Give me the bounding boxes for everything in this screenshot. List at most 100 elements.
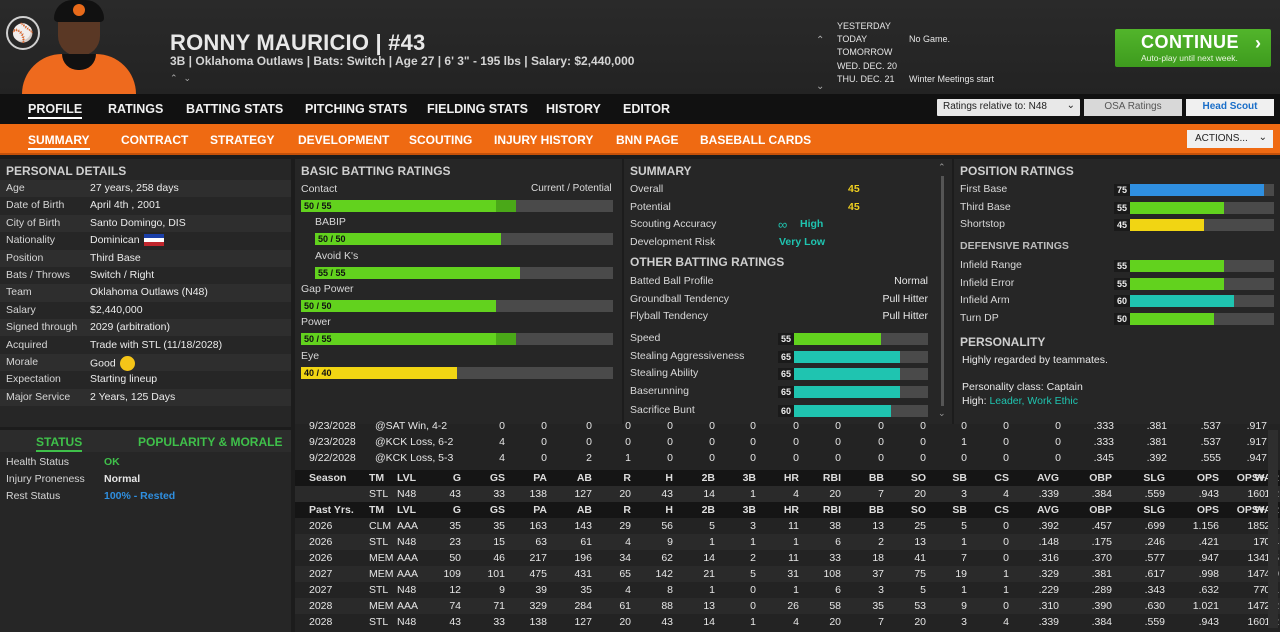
stats-cell: .229 xyxy=(1038,584,1059,596)
stats-column-header[interactable]: OBP xyxy=(1089,472,1112,484)
status-row: Rest Status 100% - Rested xyxy=(0,488,291,505)
stats-column-header[interactable]: H xyxy=(665,472,673,484)
calendar-date[interactable]: YESTERDAY xyxy=(837,21,891,31)
actions-button[interactable]: ACTIONS... ⌄ xyxy=(1187,130,1273,148)
stats-column-header[interactable]: BB xyxy=(868,472,884,484)
tab-summary[interactable]: SUMMARY xyxy=(28,133,90,150)
tab-ratings[interactable]: RATINGS xyxy=(108,102,164,116)
stats-column-header[interactable]: R xyxy=(623,504,631,516)
stats-column-header[interactable]: GS xyxy=(489,472,505,484)
stats-column-header[interactable]: 2B xyxy=(701,472,715,484)
stats-column-header[interactable]: AVG xyxy=(1037,472,1059,484)
calendar-date[interactable]: TOMORROW xyxy=(837,47,893,58)
stats-column-header[interactable]: HR xyxy=(783,504,799,516)
rating-value-label: 65 xyxy=(778,385,795,398)
stats-cell: 25 xyxy=(914,520,926,532)
stats-column-header[interactable]: G xyxy=(452,472,461,484)
tab-history[interactable]: HISTORY xyxy=(546,102,601,116)
stats-column-header[interactable]: BB xyxy=(868,504,884,516)
stats-column-header[interactable]: PA xyxy=(533,472,547,484)
stats-scrollbar[interactable] xyxy=(1268,430,1278,628)
stats-cell: .339 xyxy=(1038,616,1059,628)
game-log-row[interactable]: 9/22/2028 @KCK Loss, 5-3 4 0 2 1 0 0 0 0 0 0 0 0 0 0 .34… xyxy=(295,450,1280,466)
stats-column-header[interactable]: SLG xyxy=(1143,472,1165,484)
summary-scrollbar[interactable]: ⌃ ⌄ xyxy=(938,162,946,418)
tab-batting-stats[interactable]: BATTING STATS xyxy=(186,102,284,116)
stats-cell: 1 xyxy=(1003,584,1009,596)
tab-status[interactable]: STATUS xyxy=(36,435,83,452)
tab-scouting[interactable]: SCOUTING xyxy=(409,133,473,147)
baseball-logo-icon[interactable]: ⚾ xyxy=(6,16,40,50)
stats-column-header[interactable]: CS xyxy=(994,504,1009,516)
stats-column-header[interactable]: AB xyxy=(576,504,592,516)
tab-pitching-stats[interactable]: PITCHING STATS xyxy=(305,102,408,116)
detail-row: Morale Good xyxy=(0,354,291,372)
calendar-nav-arrows-icon[interactable]: ⌃ ⌄ xyxy=(816,35,825,92)
head-scout-button[interactable]: Head Scout xyxy=(1186,99,1274,116)
stats-column-header[interactable]: SB xyxy=(952,504,967,516)
tab-contract[interactable]: CONTRACT xyxy=(121,133,189,147)
stats-cell: 20 xyxy=(829,616,841,628)
stats-column-header[interactable]: RBI xyxy=(822,504,841,516)
stats-cell: 65 xyxy=(619,568,631,580)
stats-cell: 7 xyxy=(878,616,884,628)
stats-cell: .310 xyxy=(1038,600,1059,612)
stats-cell: 4 xyxy=(793,488,799,500)
game-log-row[interactable]: 9/23/2028 @KCK Loss, 6-2 4 0 0 0 0 0 0 0 0 0 0 1 0 0 .33… xyxy=(295,434,1280,450)
stats-column-header[interactable]: SO xyxy=(910,504,926,516)
position-rating-name: Infield Arm xyxy=(960,294,1010,306)
stats-column-header[interactable]: 2B xyxy=(701,504,715,516)
tab-strategy[interactable]: STRATEGY xyxy=(210,133,275,147)
stats-column-header[interactable]: OBP xyxy=(1089,504,1112,516)
tab-baseball-cards[interactable]: BASEBALL CARDS xyxy=(700,133,812,147)
stats-cell: .559 xyxy=(1144,488,1165,500)
stats-column-header[interactable]: PA xyxy=(533,504,547,516)
stats-header-cell: TM xyxy=(369,504,385,516)
stats-cell: 20 xyxy=(829,488,841,500)
detail-value: Trade with STL (11/18/2028) xyxy=(90,339,222,351)
stats-cell: 0 xyxy=(586,436,592,448)
stats-column-header[interactable]: 3B xyxy=(742,504,756,516)
stats-column-header[interactable]: OPS xyxy=(1196,504,1219,516)
stats-column-header[interactable]: GS xyxy=(489,504,505,516)
tab-injury-history[interactable]: INJURY HISTORY xyxy=(494,133,594,147)
stats-column-header[interactable]: SLG xyxy=(1143,504,1165,516)
stats-column-header[interactable]: R xyxy=(623,472,631,484)
calendar-date[interactable]: WED. DEC. 20 xyxy=(837,60,898,71)
stats-column-header[interactable]: 3B xyxy=(742,472,756,484)
tab-profile[interactable]: PROFILE xyxy=(28,102,83,119)
stats-column-header[interactable]: AVG xyxy=(1037,504,1059,516)
detail-label: Salary xyxy=(6,303,36,316)
stats-cell: .390 xyxy=(1091,600,1112,612)
stats-cell: 0 xyxy=(1003,452,1009,464)
tab-bnn-page[interactable]: BNN PAGE xyxy=(616,133,679,147)
stats-column-header[interactable]: HR xyxy=(783,472,799,484)
game-log-row[interactable]: 9/23/2028 @SAT Win, 4-2 0 0 0 0 0 0 0 0 0 0 0 0 0 0 .333… xyxy=(295,418,1280,434)
stats-cell: 71 xyxy=(493,600,505,612)
stats-column-header[interactable]: OPS+ xyxy=(1236,472,1265,484)
detail-label: Bats / Throws xyxy=(6,269,70,281)
stats-column-header[interactable]: RBI xyxy=(822,472,841,484)
player-nav-arrows-icon[interactable]: ⌃⌄ xyxy=(170,73,198,83)
tab-fielding-stats[interactable]: FIELDING STATS xyxy=(427,102,528,116)
stats-cell: 147 xyxy=(1247,600,1265,612)
osa-ratings-button[interactable]: OSA Ratings xyxy=(1084,99,1182,116)
stats-column-header[interactable]: OPS xyxy=(1196,472,1219,484)
ratings-relative-select[interactable]: Ratings relative to: N48 ⌄ xyxy=(937,99,1080,116)
stats-cell: 109 xyxy=(443,568,461,580)
stats-column-header[interactable]: G xyxy=(452,504,461,516)
stats-cell: 0 xyxy=(961,420,967,432)
stats-column-header[interactable]: SO xyxy=(910,472,926,484)
tab-popularity-morale[interactable]: POPULARITY & MORALE xyxy=(138,435,283,449)
stats-column-header[interactable]: OPS+ xyxy=(1236,504,1265,516)
stats-column-header[interactable]: AB xyxy=(576,472,592,484)
continue-button[interactable]: CONTINUE › Auto-play until next week. xyxy=(1115,29,1271,67)
stats-column-header[interactable]: H xyxy=(665,504,673,516)
stats-column-header[interactable]: SB xyxy=(952,472,967,484)
stats-column-header[interactable]: CS xyxy=(994,472,1009,484)
calendar-date[interactable]: THU. DEC. 21 xyxy=(837,73,895,84)
calendar-date[interactable]: TODAY xyxy=(837,34,868,45)
tab-development[interactable]: DEVELOPMENT xyxy=(298,133,390,147)
detail-label: Nationality xyxy=(6,234,56,247)
tab-editor[interactable]: EDITOR xyxy=(623,102,670,116)
